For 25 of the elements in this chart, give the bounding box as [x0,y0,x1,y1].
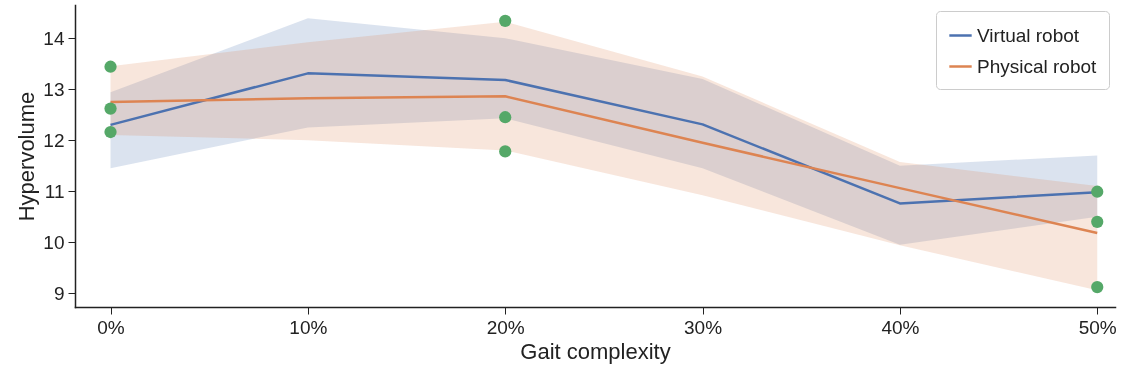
point [499,145,512,158]
x-tick-label: 50% [1078,316,1117,338]
y-tick-label: 13 [43,78,65,100]
point [104,60,117,73]
x-axis-title: Gait complexity [520,338,671,364]
y-tick-label: 9 [53,282,65,304]
x-tick-label: 40% [881,316,920,338]
x-tick-label: 20% [486,316,525,338]
point [104,125,117,139]
point [1091,280,1104,294]
point [104,102,117,115]
point [1091,215,1104,228]
x-tick-label: 0% [97,316,125,338]
y-axis-title: Hypervolume [14,91,40,222]
legend-label: Physical robot [977,55,1098,77]
y-tick-label: 12 [43,129,65,151]
point [499,14,512,27]
y-tick-label: 10 [43,231,65,253]
x-tick-label: 10% [289,316,328,338]
y-tick-label: 11 [44,180,65,202]
y-tick-label: 14 [43,27,65,49]
legend-label: Virtual robot [977,24,1080,46]
point [499,111,512,124]
point [1091,185,1104,198]
x-tick-label: 30% [684,316,723,338]
